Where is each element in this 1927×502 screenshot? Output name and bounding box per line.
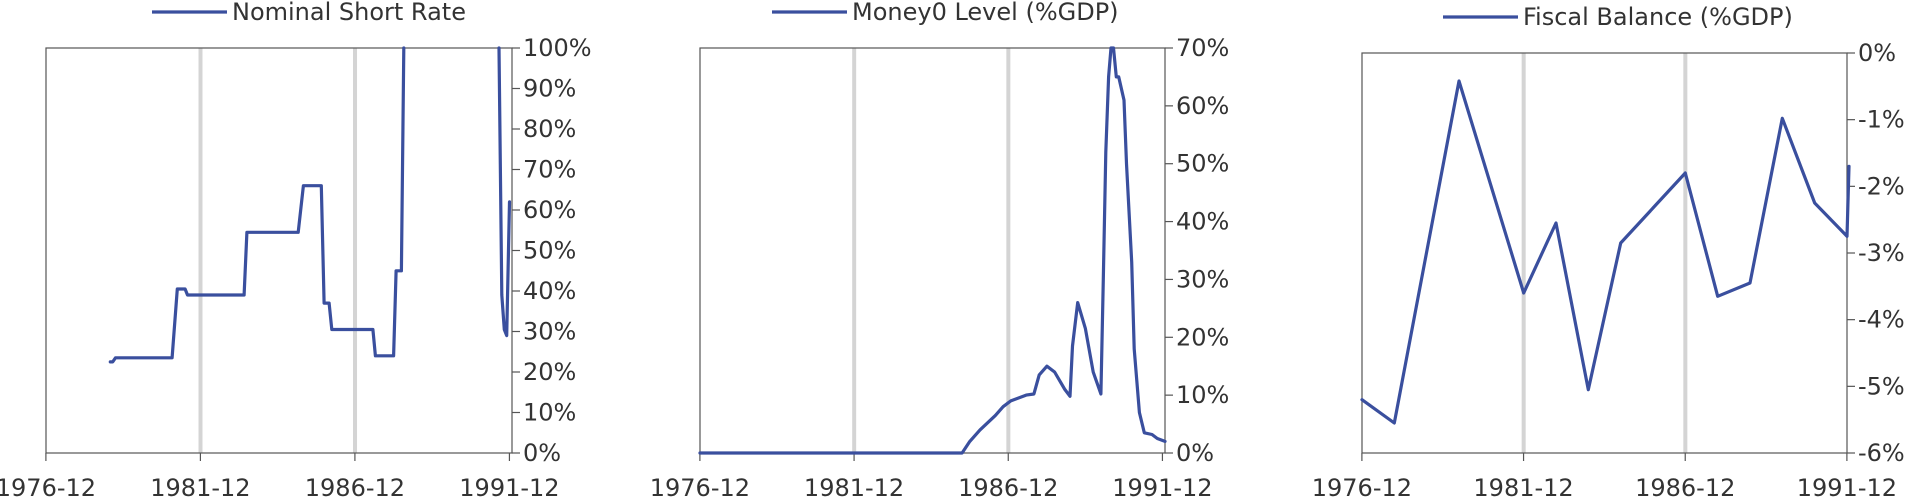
x-tick-label: 1976-12 <box>0 474 96 502</box>
y-tick-label: -1% <box>1858 106 1905 134</box>
series-line-1-segment-2 <box>497 46 512 338</box>
chart-panel-3: -6% -5% -4% -3% -2% -1% 0% 1976-12 1981-12 1986-1… <box>1312 3 1905 502</box>
y-tick-label: -3% <box>1858 239 1905 267</box>
x-tick-label: 1991-12 <box>1797 474 1897 502</box>
legend-label: Money0 Level (%GDP) <box>852 0 1119 26</box>
y-tick-label: -5% <box>1858 372 1905 400</box>
series-line-1-segment-1 <box>698 46 1167 455</box>
x-tick-label: 1986-12 <box>305 474 405 502</box>
y-tick-label: 90% <box>523 75 576 103</box>
x-tick-label: 1986-12 <box>958 474 1058 502</box>
chart-panel-1: 0% 10% 20% 30% 40% 50% 60% 70% 80% 90% 100% 1976-12… <box>0 0 592 502</box>
y-tick-label: -6% <box>1858 439 1905 467</box>
legend-label: Nominal Short Rate <box>232 0 466 26</box>
y-tick-label: 0% <box>1176 439 1214 467</box>
plot-frame <box>1361 52 1848 454</box>
y-tick-label: 20% <box>523 358 576 386</box>
x-tick-label: 1976-12 <box>1312 474 1412 502</box>
y-tick-label: 10% <box>1176 381 1229 409</box>
y-tick-label: 70% <box>1176 34 1229 62</box>
y-tick-label: 30% <box>523 318 576 346</box>
series-line-1-segment-1 <box>108 46 406 364</box>
y-tick-label: 20% <box>1176 323 1229 351</box>
series-line-1-segment-1 <box>1360 79 1851 425</box>
x-tick-label: 1976-12 <box>650 474 750 502</box>
y-tick-label: 80% <box>523 115 576 143</box>
y-tick-label: 30% <box>1176 265 1229 293</box>
y-tick-label: 100% <box>523 34 592 62</box>
chart-panel-2: 0% 10% 20% 30% 40% 50% 60% 70% 1976-12 1981-12 198… <box>650 0 1230 502</box>
x-tick-label: 1991-12 <box>1112 474 1212 502</box>
y-tick-label: 70% <box>523 156 576 184</box>
y-tick-label: 40% <box>523 277 576 305</box>
y-tick-label: 10% <box>523 399 576 427</box>
plot-frame <box>699 47 1166 454</box>
y-tick-label: 60% <box>523 196 576 224</box>
y-tick-label: 60% <box>1176 92 1229 120</box>
y-tick-label: 50% <box>523 237 576 265</box>
x-tick-label: 1981-12 <box>1473 474 1573 502</box>
y-tick-label: 50% <box>1176 150 1229 178</box>
y-tick-label: 0% <box>1858 39 1896 67</box>
x-tick-label: 1981-12 <box>150 474 250 502</box>
x-tick-label: 1986-12 <box>1635 474 1735 502</box>
y-tick-label: 40% <box>1176 208 1229 236</box>
plot-frame <box>45 47 513 454</box>
x-tick-label: 1991-12 <box>459 474 559 502</box>
y-tick-label: -2% <box>1858 172 1905 200</box>
y-tick-label: -4% <box>1858 306 1905 334</box>
legend-label: Fiscal Balance (%GDP) <box>1523 3 1793 31</box>
y-tick-label: 0% <box>523 439 561 467</box>
x-tick-label: 1981-12 <box>804 474 904 502</box>
